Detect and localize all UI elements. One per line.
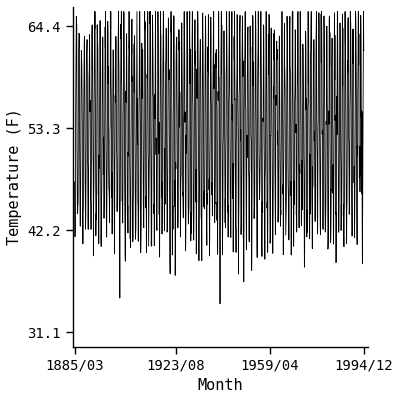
- Y-axis label: Temperature (F): Temperature (F): [7, 108, 22, 245]
- X-axis label: Month: Month: [198, 378, 243, 393]
